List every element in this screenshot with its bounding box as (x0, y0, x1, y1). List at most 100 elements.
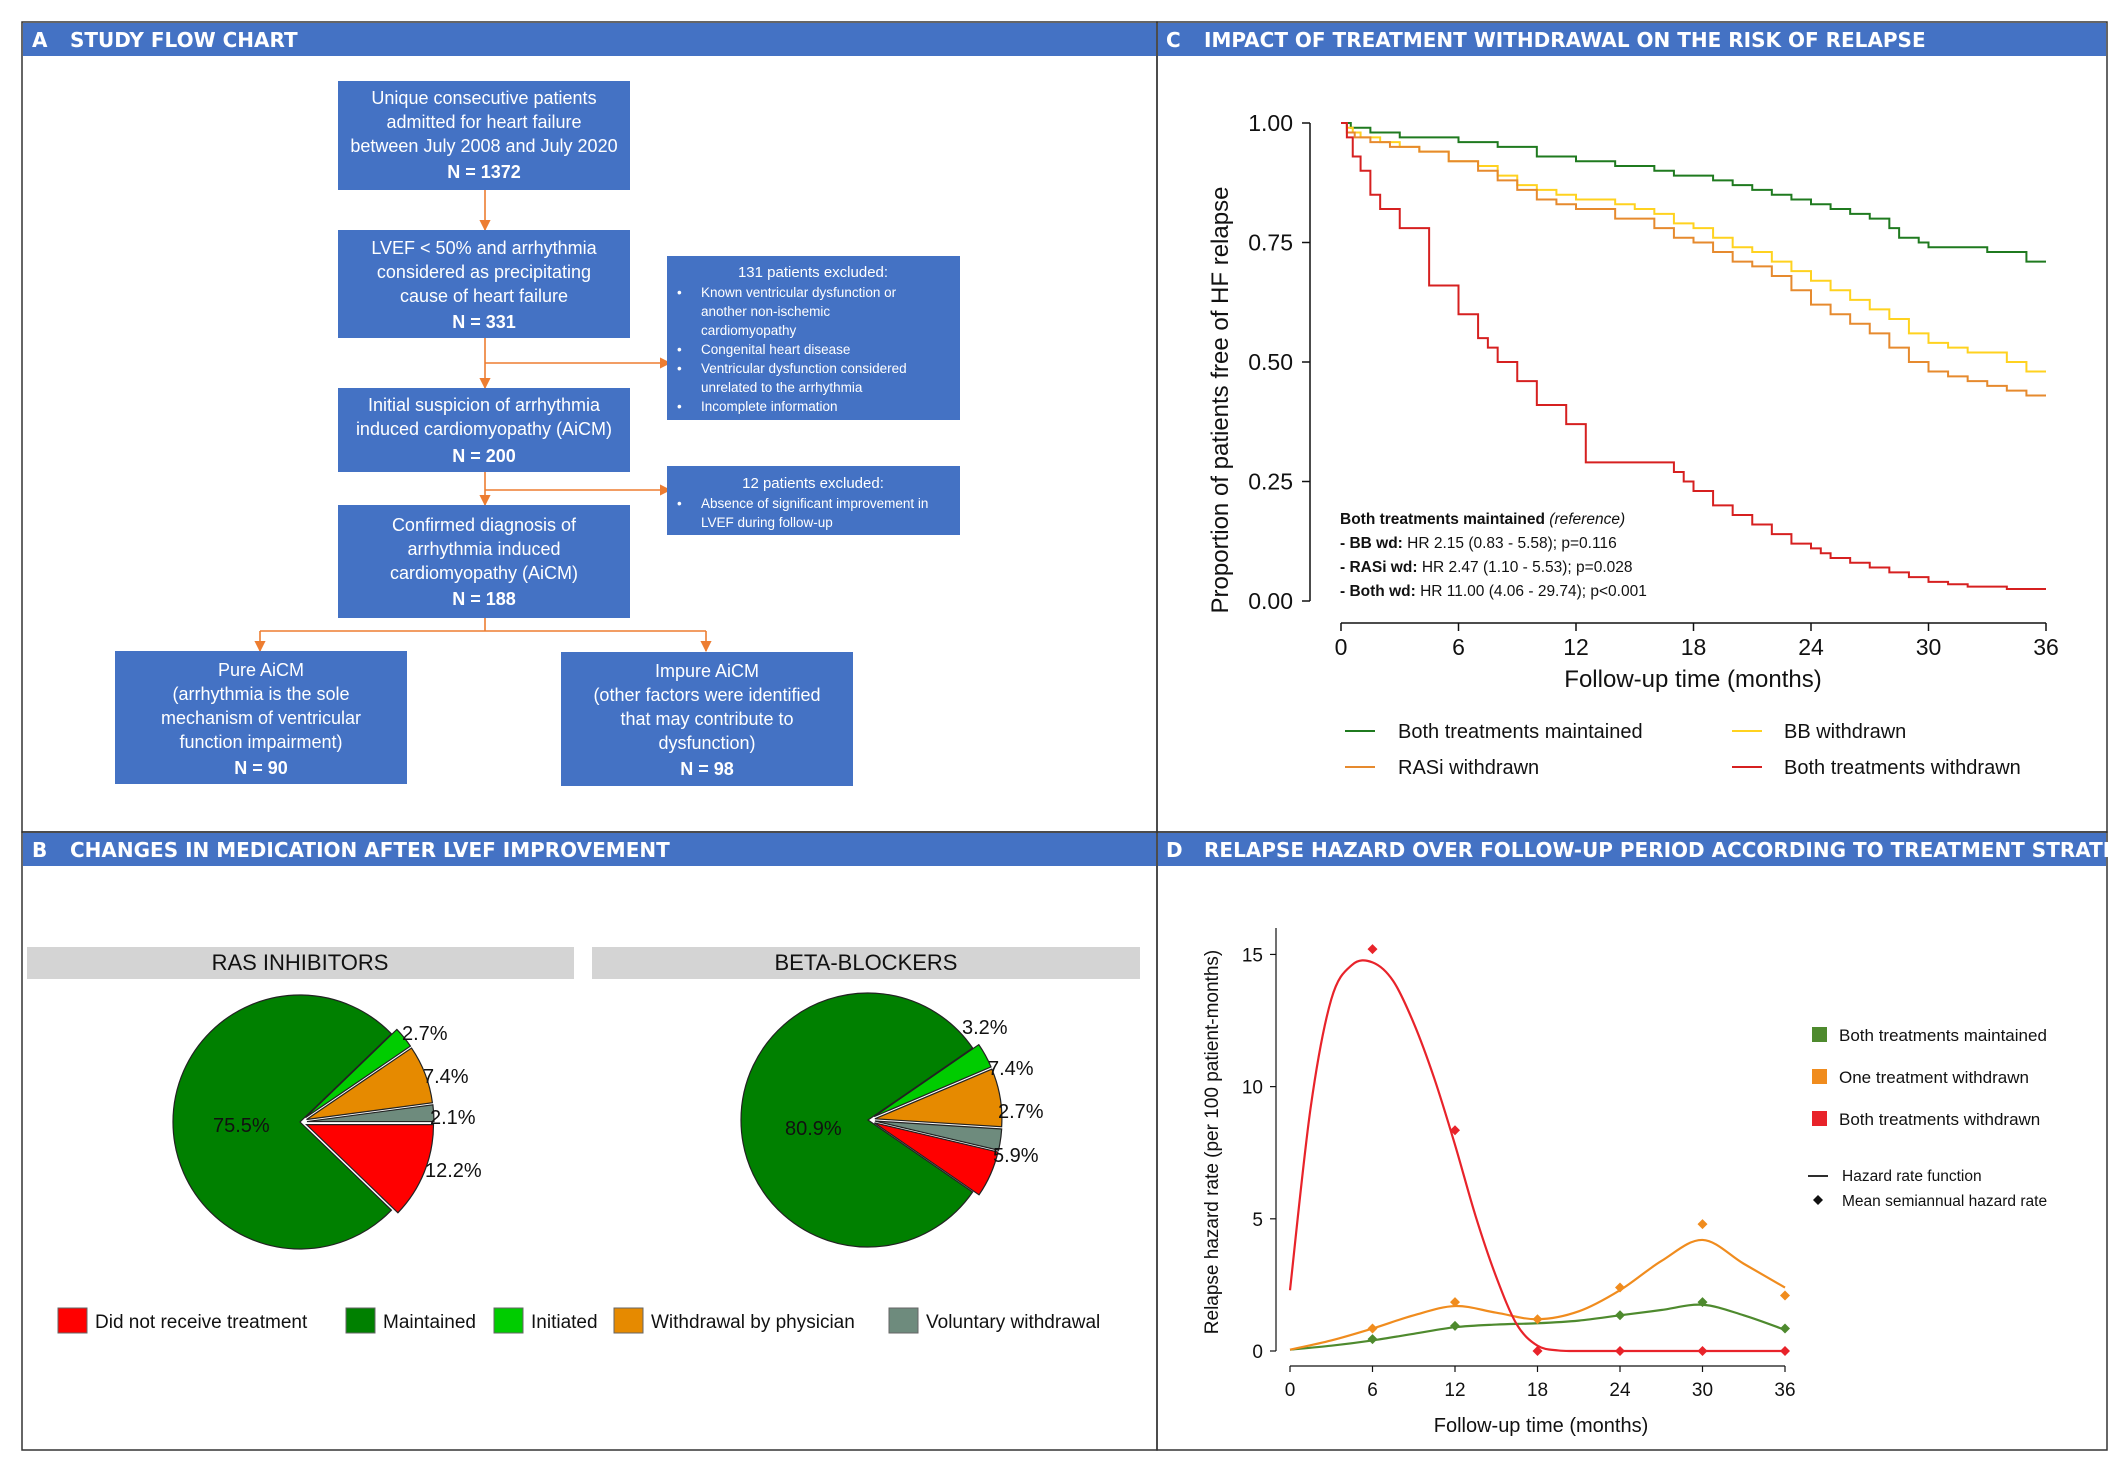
km-x-tick-label: 0 (1335, 634, 1348, 660)
flow-box6-line: (other factors were identified (593, 685, 820, 705)
flow-box2-line: cause of heart failure (400, 286, 568, 306)
hazard-x-tick-label: 36 (1774, 1380, 1795, 1401)
excl1-item: another non-ischemic (701, 304, 830, 319)
km-hr-line-2: - RASi wd: HR 2.47 (1.10 - 5.53); p=0.02… (1340, 559, 1633, 576)
excl1-bullet: • (677, 399, 682, 414)
hazard-point-both-withdrawn (1615, 1346, 1625, 1356)
bb-pie (740, 992, 1003, 1248)
flow-box6-line: Impure AiCM (655, 661, 759, 681)
flow-box-confirmed: Confirmed diagnosis of arrhythmia induce… (338, 505, 630, 618)
excl1-item: Incomplete information (701, 399, 838, 414)
hazard-point-maintained (1697, 1297, 1708, 1308)
ras-slice-initiated (305, 1028, 412, 1119)
excl1-item: cardiomyopathy (701, 323, 797, 338)
km-x-tick-label: 36 (2033, 634, 2059, 660)
km-x-tick-label: 18 (1681, 634, 1707, 660)
flow-box3-n: N = 200 (452, 446, 516, 466)
km-line-maintained (1341, 122, 2046, 263)
hazard-point-both-withdrawn (1697, 1346, 1708, 1356)
ras-title-bar (27, 947, 574, 979)
legend-label-maintained: Maintained (383, 1312, 476, 1333)
hazard-x-tick-label: 18 (1527, 1380, 1548, 1401)
km-line-both-withdrawn (1341, 122, 2046, 591)
hazard-y-tick-label: 10 (1242, 1078, 1263, 1099)
km-y-tick-label: 0.25 (1248, 469, 1293, 495)
panel-d-title: RELAPSE HAZARD OVER FOLLOW-UP PERIOD ACC… (1204, 838, 2128, 862)
km-y-tick-label: 0.75 (1248, 230, 1293, 256)
legend-swatch-initiated (493, 1307, 524, 1334)
hazard-point-one-withdrawn (1780, 1290, 1790, 1301)
excl2-title: 12 patients excluded: (742, 475, 884, 492)
hazard-curve-both-withdrawn (1288, 959, 1785, 1353)
km-hr-bold: - Both wd: (1340, 583, 1416, 600)
km-line-rasi-withdrawn (1341, 122, 2046, 397)
km-hr-rest: HR 2.15 (0.83 - 5.58); p=0.116 (1407, 535, 1617, 552)
hazard-legend: Both treatments maintained One treatment… (1812, 1026, 2047, 1129)
hazard-point-one-withdrawn (1450, 1297, 1460, 1308)
flow-exclusion-131: 131 patients excluded: • Known ventricul… (667, 256, 960, 420)
hazard-legend-swatch-one (1812, 1069, 1827, 1084)
panel-a-header: A STUDY FLOW CHART (23, 23, 1156, 56)
km-hr-table: Both treatments maintained (reference) -… (1340, 511, 1647, 600)
hazard-ylabel: Relapse hazard rate (per 100 patient-mon… (1202, 950, 1223, 1334)
km-x-tick-label: 6 (1452, 634, 1465, 660)
km-hr-bold: - RASi wd: (1340, 559, 1418, 576)
panel-c-letter: C (1166, 28, 1181, 52)
panel-d-letter: D (1166, 838, 1183, 862)
hazard-y-tick-label: 15 (1242, 945, 1263, 966)
hazard-point-maintained (1780, 1323, 1790, 1334)
hazard-key-diamond (1813, 1195, 1823, 1205)
panel-b-header: B CHANGES IN MEDICATION AFTER LVEF IMPRO… (23, 833, 1156, 866)
ras-slice-withdrawal (306, 1047, 434, 1121)
bb-pie-title: BETA-BLOCKERS (775, 950, 958, 975)
flow-box-pure-aicm: Pure AiCM (arrhythmia is the sole mechan… (115, 651, 407, 784)
hazard-point-one-withdrawn (1367, 1323, 1378, 1334)
flow-box2-line: LVEF < 50% and arrhythmia (371, 238, 597, 258)
hazard-legend-both: Both treatments withdrawn (1839, 1110, 2040, 1129)
pie-panel: RAS INHIBITORS BETA-BLOCKERS 75.5% 2.7% … (27, 947, 1140, 1334)
km-hr-italic: (reference) (1549, 511, 1625, 528)
flow-exclusion-12: 12 patients excluded: • Absence of signi… (667, 466, 960, 535)
km-legend-bb: BB withdrawn (1784, 721, 1906, 743)
ras-slice-none (305, 1124, 435, 1214)
bb-label-maintained: 80.9% (785, 1118, 842, 1140)
hazard-lines (1288, 944, 1790, 1356)
bb-slice-maintained (740, 992, 974, 1248)
km-hr-line-0: Both treatments maintained (reference) (1340, 511, 1625, 528)
flow-box-admitted: Unique consecutive patients admitted for… (338, 81, 630, 190)
ras-slice-voluntary (306, 1104, 435, 1123)
km-ylabel: Proportion of patients free of HF relaps… (1207, 187, 1234, 614)
km-hr-rest: HR 2.47 (1.10 - 5.53); p=0.028 (1422, 559, 1633, 576)
flow-box2-line: considered as precipitating (377, 262, 591, 282)
excl1-bullet: • (677, 285, 682, 300)
km-legend-both: Both treatments withdrawn (1784, 757, 2021, 779)
bb-label-initiated: 3.2% (962, 1017, 1008, 1039)
excl1-item: unrelated to the arrhythmia (701, 380, 863, 395)
flow-box3-line: Initial suspicion of arrhythmia (368, 395, 601, 415)
panel-a-letter: A (32, 28, 48, 52)
flow-box6-n: N = 98 (680, 759, 734, 779)
km-hr-bold: Both treatments maintained (1340, 511, 1545, 528)
hazard-chart: 0 5 10 15 0 6 12 18 24 30 36 Relapse hazard rate (… (1202, 928, 2047, 1437)
bb-label-withdrawal: 7.4% (988, 1058, 1034, 1080)
km-legend: Both treatments maintained BB withdrawn … (1345, 721, 2021, 779)
hazard-point-both-withdrawn (1367, 944, 1378, 955)
bb-slice-withdrawal (874, 1068, 1003, 1128)
legend-swatch-withdrawal (613, 1307, 644, 1334)
flow-box5-line: function impairment) (179, 732, 342, 752)
hazard-x-tick-label: 0 (1285, 1380, 1296, 1401)
legend-swatch-none (57, 1307, 88, 1334)
hazard-y-tick-label: 0 (1252, 1342, 1263, 1363)
km-y-tick-label: 1.00 (1248, 110, 1293, 136)
hazard-legend-maintained: Both treatments maintained (1839, 1026, 2047, 1045)
excl1-item: Known ventricular dysfunction or (701, 285, 897, 300)
bb-slice-initiated (873, 1043, 992, 1118)
excl1-title: 131 patients excluded: (738, 264, 888, 281)
excl2-item: Absence of significant improvement in (701, 496, 928, 511)
km-x-tick-label: 30 (1916, 634, 1942, 660)
hazard-y-tick-label: 5 (1252, 1210, 1263, 1231)
bb-label-none: 5.9% (993, 1145, 1039, 1167)
panel-c-frame (1156, 21, 2108, 833)
legend-swatch-maintained (345, 1307, 376, 1334)
flow-box1-n: N = 1372 (447, 162, 521, 182)
